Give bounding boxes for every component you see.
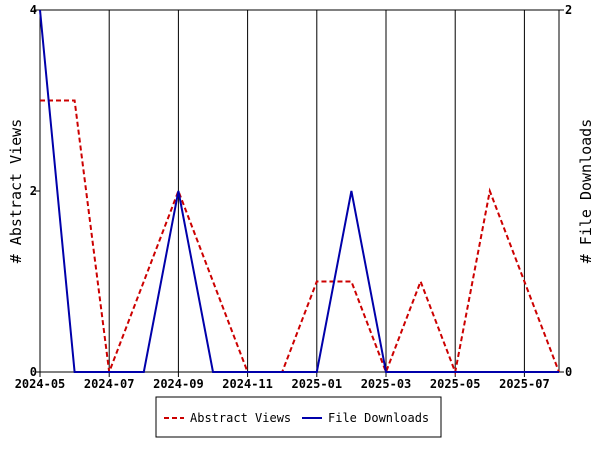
x-tick-label: 2025-01 [292, 377, 343, 391]
legend-label-abstract-views: Abstract Views [190, 411, 291, 425]
grid-lines [39, 10, 525, 372]
y-left-tick-label: 4 [30, 3, 37, 17]
y-axis-left-title: # Abstract Views [7, 119, 25, 264]
series-line-abstract-views [40, 99, 560, 376]
x-tick-label: 2024-11 [222, 377, 273, 391]
x-tick-label: 2024-09 [153, 377, 204, 391]
y-axis-right-title: # File Downloads [577, 119, 595, 264]
series-line-file-downloads [39, 9, 559, 373]
y-right-tick-label: 2 [565, 3, 572, 17]
x-tick-label: 2025-03 [361, 377, 412, 391]
x-tick-label: 2024-07 [84, 377, 135, 391]
legend: Abstract Views File Downloads [155, 396, 442, 438]
legend-label-file-downloads: File Downloads [328, 411, 429, 425]
x-tick-label: 2025-07 [499, 377, 550, 391]
y-right-tick-label: 0 [565, 365, 572, 379]
y-left-tick-label: 0 [30, 365, 37, 379]
axis-ticks: 2024-05 2024-07 2024-09 2024-11 2025-01 2025-… [15, 3, 573, 391]
series-lines [39, 9, 560, 376]
x-tick-label: 2024-05 [15, 377, 66, 391]
y-left-tick-label: 2 [30, 184, 37, 198]
x-tick-label: 2025-05 [430, 377, 481, 391]
plot-area [39, 9, 560, 373]
legend-box [155, 396, 442, 438]
